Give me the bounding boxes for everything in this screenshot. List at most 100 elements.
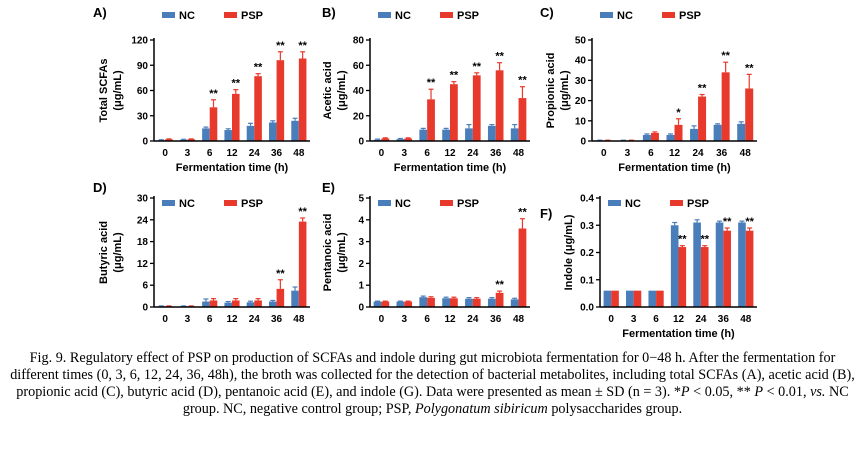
bar-nc: [465, 128, 473, 141]
y-tick-label: 60: [353, 61, 365, 72]
bar-psp: [723, 230, 731, 307]
significance-mark: **: [518, 207, 527, 219]
bar-nc: [224, 130, 232, 141]
bar-psp: [187, 139, 196, 141]
x-tick-label: 6: [653, 314, 659, 325]
x-tick-label: 0: [608, 314, 614, 325]
x-tick-label: 48: [740, 314, 752, 325]
bar-psp: [518, 228, 527, 307]
significance-mark: **: [276, 268, 285, 280]
legend-label: PSP: [679, 10, 701, 22]
legend-swatch: [440, 12, 453, 18]
legend-swatch: [662, 12, 675, 18]
bar-psp: [232, 93, 240, 141]
y-tick-label: 0: [358, 303, 364, 314]
legend-label: NC: [395, 10, 411, 22]
x-axis-title: Fermentation time (h): [176, 162, 289, 174]
bar-nc: [442, 298, 450, 307]
legend: NC PSP: [608, 198, 709, 210]
bar-psp: [381, 138, 390, 141]
legend-label: PSP: [457, 198, 479, 210]
bar-psp: [232, 300, 240, 307]
y-axis-title-line: (μg/mL): [559, 70, 571, 111]
bar-nc: [419, 129, 428, 141]
x-axis-title: Fermentation time (h): [622, 328, 735, 340]
x-tick-label: 48: [513, 148, 525, 159]
y-axis-title-line: Propionic acid: [545, 53, 557, 129]
bar-psp: [427, 297, 435, 307]
bar-nc: [465, 298, 473, 307]
bar-psp: [165, 139, 173, 141]
significance-mark: **: [518, 75, 527, 87]
caption-species-italic: Polygonatum sibiricum: [414, 401, 548, 417]
bar-psp: [209, 300, 218, 307]
y-tick-label: 24: [137, 215, 149, 226]
y-tick-label: 40: [353, 86, 365, 97]
y-tick-label: 18: [137, 237, 149, 248]
y-axis-title-line: (μg/mL): [112, 232, 124, 273]
bar-nc: [648, 290, 657, 307]
y-axis-title-line: Total SCFAs: [98, 59, 110, 123]
x-tick-label: 3: [631, 314, 637, 325]
y-tick-label: 30: [137, 194, 149, 205]
bar-psp: [404, 301, 413, 307]
x-tick-label: 36: [716, 148, 728, 159]
caption-vs-italic: vs.: [810, 384, 826, 400]
significance-mark: *: [676, 107, 681, 119]
legend-label: PSP: [241, 198, 263, 210]
bar-nc: [626, 290, 634, 307]
y-tick-label: 0.3: [580, 221, 594, 232]
y-tick-label: 90: [137, 61, 149, 72]
legend: NC PSP: [600, 10, 701, 22]
y-axis-title: Indole (μg/mL): [563, 214, 575, 290]
legend-swatch: [600, 12, 613, 18]
x-tick-label: 24: [693, 148, 705, 159]
caption-text-2: < 0.05, **: [689, 384, 755, 400]
x-axis-title: Fermentation time (h): [394, 162, 507, 174]
significance-mark: **: [209, 88, 218, 100]
bar-psp: [450, 298, 458, 307]
legend: NC PSP: [378, 10, 479, 22]
x-tick-label: 12: [444, 314, 456, 325]
bar-psp: [656, 290, 664, 307]
legend-swatch: [162, 200, 175, 206]
bar-psp: [495, 70, 504, 141]
significance-mark: **: [723, 216, 732, 228]
panel-letter: E): [322, 180, 335, 195]
x-tick-label: 6: [648, 148, 654, 159]
bar-nc: [373, 301, 382, 307]
x-tick-label: 6: [424, 148, 430, 159]
bar-nc: [487, 298, 496, 307]
y-axis-title: Total SCFAs (μg/mL): [98, 59, 124, 123]
bar-psp: [427, 99, 435, 141]
x-tick-label: 0: [379, 148, 385, 159]
y-tick-label: 20: [353, 111, 365, 122]
x-tick-label: 0: [162, 314, 168, 325]
x-tick-label: 6: [207, 314, 213, 325]
significance-mark: **: [450, 70, 459, 82]
y-tick-label: 120: [131, 36, 148, 47]
x-tick-label: 36: [271, 314, 283, 325]
y-tick-label: 12: [137, 259, 149, 270]
bar-psp: [381, 301, 390, 307]
y-tick-label: 4: [358, 215, 364, 226]
bar-psp: [650, 132, 659, 141]
y-tick-label: 50: [575, 36, 587, 47]
y-tick-label: 3: [358, 237, 364, 248]
y-tick-label: 5: [358, 194, 364, 205]
bar-psp: [745, 88, 754, 141]
bar-psp: [298, 221, 307, 307]
chart-panel-3: C) NC PSP Propionic acid (μg/mL) 0 10 20 30 40 50 0…: [540, 5, 757, 174]
caption-text: Fig. 9. Regulatory effect of PSP on prod…: [10, 350, 855, 400]
bar-nc: [603, 290, 612, 307]
significance-mark: **: [298, 40, 307, 52]
significance-mark: **: [254, 62, 263, 74]
y-axis-title: Pentanoic acid (μg/mL): [322, 214, 348, 292]
significance-mark: **: [472, 61, 481, 73]
y-tick-label: 60: [137, 86, 149, 97]
caption-text-5: polysaccharides group.: [547, 401, 683, 417]
x-tick-label: 36: [718, 314, 730, 325]
x-tick-label: 48: [513, 314, 525, 325]
